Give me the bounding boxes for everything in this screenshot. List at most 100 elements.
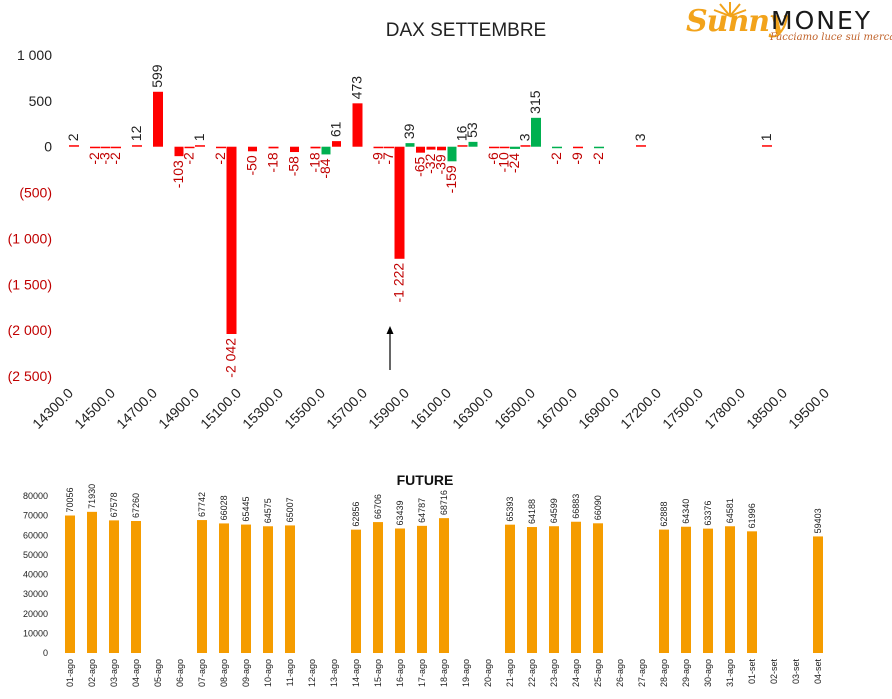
future-bar-label: 67742 [197, 492, 207, 517]
future-bar-label: 64575 [263, 498, 273, 523]
future-bar-label: 66706 [373, 494, 383, 519]
dax-bar [248, 146, 257, 152]
x-tick-label: 15700.0 [323, 385, 370, 432]
future-bar-label: 71930 [87, 484, 97, 509]
future-x-tick: 31-ago [725, 659, 735, 687]
dax-bar-label: -58 [286, 156, 302, 176]
future-x-tick: 17-ago [417, 659, 427, 687]
dax-bar [594, 146, 604, 149]
x-tick-label: 16700.0 [533, 385, 580, 432]
annotation-arrow [386, 326, 394, 370]
dax-bar [310, 146, 321, 149]
dax-bar-label: -39 [433, 154, 449, 174]
x-tick-label: 17200.0 [617, 385, 664, 432]
future-bar [109, 520, 119, 653]
dax-bar [195, 145, 205, 147]
future-bar-label: 65393 [505, 497, 515, 522]
future-bar-label: 62888 [659, 502, 669, 527]
future-bar-label: 67260 [131, 493, 141, 518]
dax-bar-label: -18 [265, 152, 281, 172]
future-bar-label: 64787 [417, 498, 427, 523]
future-bar-label: 64340 [681, 499, 691, 524]
future-x-tick: 12-ago [307, 659, 317, 687]
future-bar-label: 66090 [593, 495, 603, 520]
future-bar [285, 525, 295, 653]
future-x-tick: 20-ago [483, 659, 493, 687]
future-bar [87, 511, 97, 653]
x-tick-label: 15300.0 [239, 385, 286, 432]
future-x-tick: 25-ago [593, 659, 603, 687]
x-tick-label: 18500.0 [743, 385, 790, 432]
future-bar [747, 531, 757, 653]
x-tick-label: 14500.0 [71, 385, 118, 432]
future-x-tick: 09-ago [241, 659, 251, 687]
dax-bar-label: -24 [506, 153, 522, 173]
future-y-tick: 80000 [23, 491, 48, 501]
dax-bar [332, 141, 341, 147]
dax-bar [552, 146, 562, 149]
future-x-tick: 07-ago [197, 659, 207, 687]
future-x-tick: 28-ago [659, 659, 669, 687]
future-bar-label: 59403 [813, 508, 823, 533]
future-bar [725, 526, 735, 653]
dax-bar [573, 146, 583, 149]
dax-bar [416, 146, 425, 153]
future-bar-label: 61996 [747, 503, 757, 528]
dax-bar [90, 146, 100, 149]
future-bar [65, 515, 75, 653]
future-y-tick: 0 [43, 648, 48, 658]
future-bar [659, 529, 669, 653]
dax-bar [447, 146, 457, 162]
x-tick-label: 16900.0 [575, 385, 622, 432]
x-tick-label: 14300.0 [29, 385, 76, 432]
dax-bar-label: 53 [464, 122, 480, 138]
x-tick-label: 14700.0 [113, 385, 160, 432]
dax-bar [531, 117, 541, 147]
dax-bar [636, 145, 646, 147]
future-x-tick: 24-ago [571, 659, 581, 687]
future-bar [197, 520, 207, 653]
future-bar-label: 62856 [351, 502, 361, 527]
future-y-tick: 40000 [23, 570, 48, 580]
future-y-tick: 30000 [23, 589, 48, 599]
future-x-tick: 01-set [747, 659, 757, 685]
dax-bar-label: -2 [548, 152, 564, 165]
future-bar-label: 66028 [219, 495, 229, 520]
dax-bar [468, 141, 478, 147]
future-bar [593, 523, 603, 653]
future-x-tick: 14-ago [351, 659, 361, 687]
logo-tagline: Facciamo luce sui mercati [770, 32, 892, 43]
dax-bar-label: -18 [307, 152, 323, 172]
dax-bar-label: -159 [443, 165, 459, 193]
future-x-tick: 10-ago [263, 659, 273, 687]
future-bar-label: 64599 [549, 498, 559, 523]
dax-bar [510, 146, 520, 149]
dax-bar-label: -9 [569, 152, 585, 165]
dax-bar-label: -2 042 [223, 338, 239, 378]
dax-bar-label: 1 [758, 133, 774, 141]
x-tick-label: 15100.0 [197, 385, 244, 432]
future-y-tick: 50000 [23, 550, 48, 560]
dax-bar [762, 145, 772, 147]
dax-bar [520, 145, 531, 147]
x-tick-label: 16500.0 [491, 385, 538, 432]
y-tick-label: 500 [29, 93, 53, 109]
future-bar [395, 528, 405, 653]
dax-bar-label: -7 [380, 152, 396, 165]
future-y-tick: 10000 [23, 628, 48, 638]
dax-bar [111, 146, 121, 149]
dax-bar [69, 145, 79, 147]
future-bar [439, 518, 449, 653]
x-tick-label: 17500.0 [659, 385, 706, 432]
dax-bar-label: -2 [107, 152, 123, 165]
future-x-tick: 08-ago [219, 659, 229, 687]
dax-bar-label: 3 [517, 133, 533, 141]
future-x-tick: 03-ago [109, 659, 119, 687]
future-x-tick: 30-ago [703, 659, 713, 687]
dax-bar [352, 103, 363, 147]
future-bar [373, 522, 383, 653]
x-tick-label: 16300.0 [449, 385, 496, 432]
future-title: FUTURE [397, 472, 454, 488]
logo-script: Sunny [686, 4, 787, 39]
future-x-tick: 02-set [769, 659, 779, 685]
